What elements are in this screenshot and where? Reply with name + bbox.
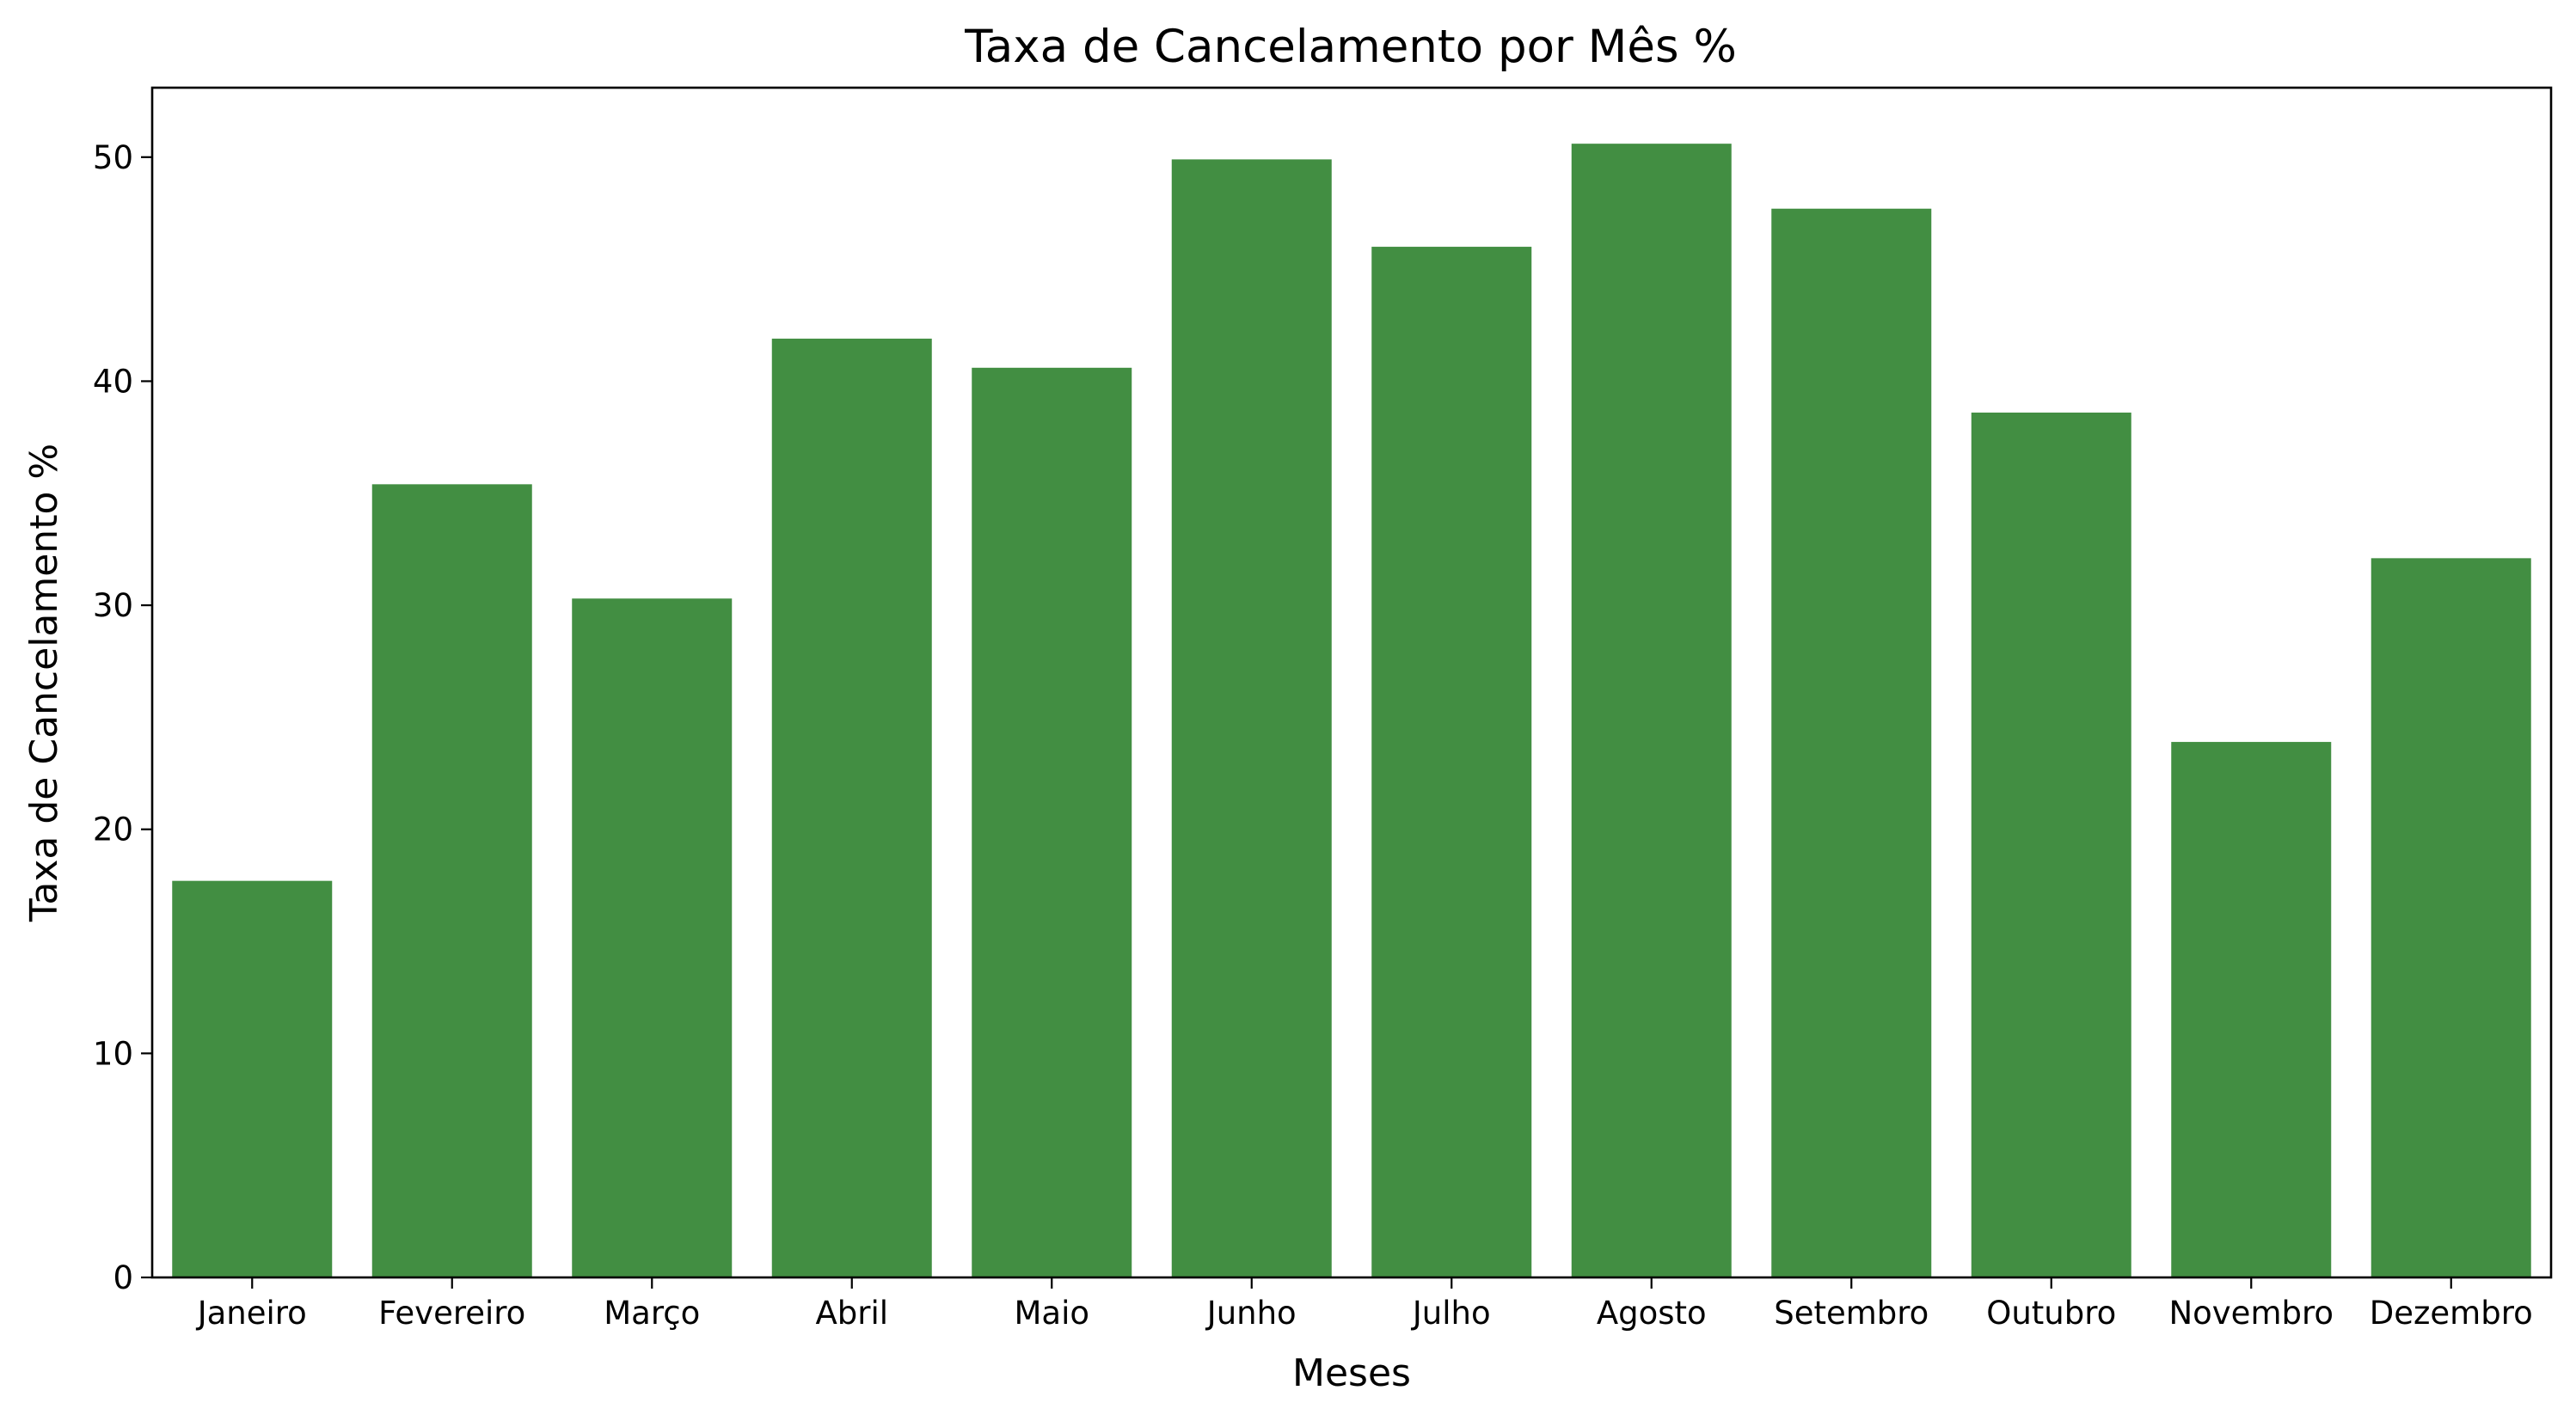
bar-janeiro xyxy=(172,880,333,1277)
bar-março xyxy=(572,598,733,1277)
bars-group xyxy=(172,144,2531,1278)
x-tick-label: Fevereiro xyxy=(378,1295,525,1332)
y-tick-label: 0 xyxy=(113,1259,133,1296)
x-tick-label: Novembro xyxy=(2168,1295,2334,1332)
x-tick-label: Janeiro xyxy=(196,1295,307,1332)
y-axis: 0 10 20 30 40 50 xyxy=(93,139,152,1296)
x-tick-label: Maio xyxy=(1014,1295,1089,1332)
bar-dezembro xyxy=(2371,558,2531,1277)
y-tick-label: 10 xyxy=(93,1035,133,1072)
bar-novembro xyxy=(2171,742,2332,1277)
x-tick-label: Agosto xyxy=(1597,1295,1707,1332)
bar-agosto xyxy=(1571,144,1732,1278)
chart-title: Taxa de Cancelamento por Mês % xyxy=(964,21,1737,73)
y-axis-label: Taxa de Cancelamento % xyxy=(22,444,66,922)
bar-abril xyxy=(771,338,932,1278)
x-axis-label: Meses xyxy=(1292,1351,1411,1395)
y-tick-label: 20 xyxy=(93,812,133,848)
x-tick-label: Abril xyxy=(815,1295,888,1332)
x-tick-label: Junho xyxy=(1205,1295,1297,1332)
x-axis: Janeiro Fevereiro Março Abril Maio Junho Julho… xyxy=(196,1277,2533,1332)
bar-setembro xyxy=(1771,208,1932,1278)
bar-maio xyxy=(972,367,1132,1277)
x-tick-label: Dezembro xyxy=(2370,1295,2533,1332)
bar-fevereiro xyxy=(371,484,532,1277)
plot-frame xyxy=(150,86,2553,1279)
y-tick-label: 30 xyxy=(93,587,133,624)
x-tick-label: Outubro xyxy=(1986,1295,2116,1332)
bar-outubro xyxy=(1971,412,2131,1277)
y-tick-label: 40 xyxy=(93,363,133,400)
x-tick-label: Julho xyxy=(1411,1295,1491,1332)
bar-junho xyxy=(1171,159,1332,1277)
bar-julho xyxy=(1371,247,1532,1277)
x-tick-label: Setembro xyxy=(1774,1295,1929,1332)
x-tick-label: Março xyxy=(604,1295,700,1332)
y-tick-label: 50 xyxy=(93,139,133,176)
